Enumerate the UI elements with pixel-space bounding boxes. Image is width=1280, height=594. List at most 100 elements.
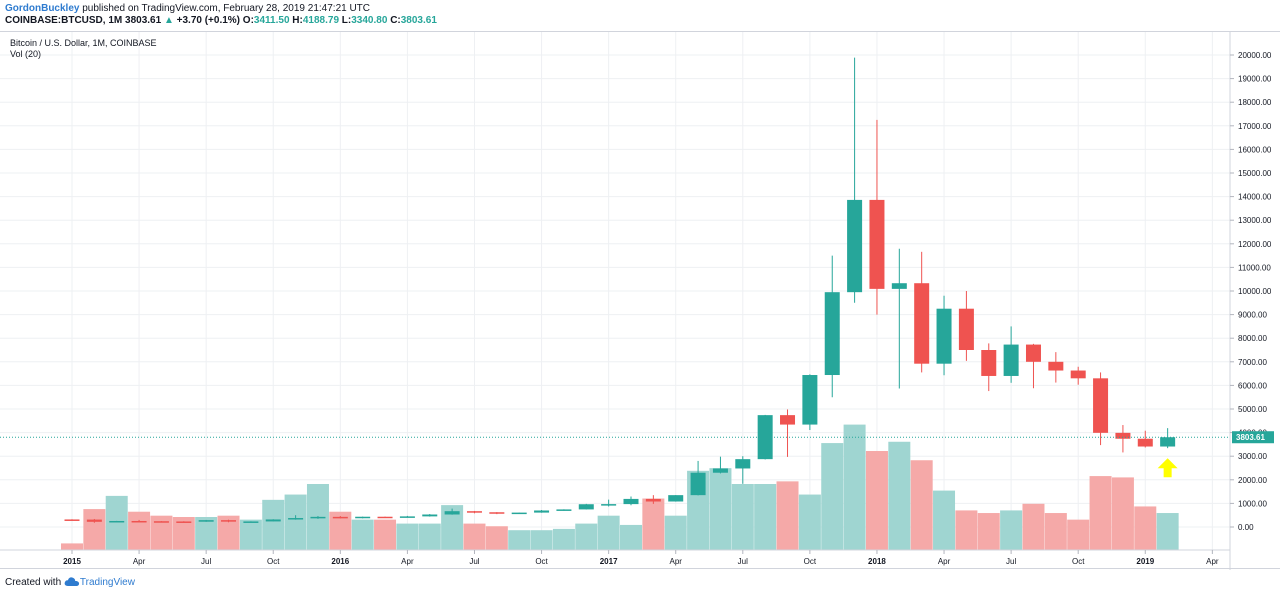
chart-frame[interactable]: 0.001000.002000.003000.004000.005000.006… — [0, 31, 1280, 570]
volume-bar — [172, 517, 195, 550]
candle-body — [1025, 344, 1041, 362]
volume-bar — [418, 523, 441, 550]
volume-bar — [374, 519, 397, 550]
candle-body — [377, 516, 393, 519]
footer: Created with TradingView — [5, 576, 135, 591]
candle-body — [332, 516, 348, 519]
change-up-icon: ▲ — [163, 15, 174, 26]
candle-body — [131, 520, 147, 523]
volume-bar — [83, 509, 106, 550]
candle-body — [623, 498, 639, 505]
volume-bar — [61, 543, 83, 550]
x-tick-label: Jul — [201, 557, 211, 566]
candle-body — [735, 459, 751, 469]
volume-bar — [776, 481, 799, 550]
y-tick-label: 9000.00 — [1238, 311, 1267, 320]
volume-bar — [239, 519, 262, 550]
candle-body — [645, 498, 661, 502]
volume-bar — [105, 495, 128, 550]
candle-body — [489, 512, 505, 514]
tradingview-link[interactable]: TradingView — [79, 577, 135, 588]
candle-body — [1115, 432, 1131, 439]
candle-body — [355, 516, 371, 519]
volume-bar — [284, 494, 307, 550]
y-tick-label: 5000.00 — [1238, 405, 1267, 414]
x-tick-label: Apr — [669, 557, 682, 566]
candle-body — [891, 283, 907, 289]
low-label: L: — [341, 15, 352, 26]
y-tick-label: 6000.00 — [1238, 381, 1267, 390]
volume-bar — [709, 468, 732, 550]
x-tick-label: Apr — [938, 557, 951, 566]
volume-bar — [1089, 476, 1112, 550]
candle-body — [802, 375, 818, 425]
x-tick-label: Oct — [267, 557, 280, 566]
candle-body — [198, 520, 214, 522]
x-tick-label: 2018 — [868, 557, 886, 566]
candle-body — [399, 516, 415, 518]
candle-body — [1070, 370, 1086, 379]
y-tick-label: 3000.00 — [1238, 452, 1267, 461]
tradingview-cloud-icon[interactable] — [64, 576, 80, 591]
x-tick-label: 2019 — [1136, 557, 1154, 566]
ohlc-summary: COINBASE:BTCUSD, 1M 3803.61 ▲ +3.70 (+0.… — [5, 15, 437, 27]
candle-body — [1137, 438, 1153, 447]
y-tick-label: 15000.00 — [1238, 169, 1272, 178]
x-tick-label: Apr — [401, 557, 414, 566]
candle-body — [780, 415, 796, 425]
symbol-label: COINBASE:BTCUSD, 1M — [5, 15, 123, 26]
volume-bar — [329, 511, 352, 550]
price-chart[interactable]: 0.001000.002000.003000.004000.005000.006… — [0, 32, 1280, 570]
volume-bar — [731, 484, 754, 550]
candle-body — [466, 511, 482, 513]
volume-bar — [463, 523, 486, 550]
volume-bar — [150, 515, 173, 550]
candle-body — [109, 520, 125, 523]
annotation-arrow-icon — [1157, 458, 1178, 478]
volume-bar — [955, 510, 978, 550]
y-tick-label: 13000.00 — [1238, 216, 1272, 225]
y-tick-label: 19000.00 — [1238, 75, 1272, 84]
volume-bar — [351, 519, 374, 550]
volume-bar — [664, 515, 687, 550]
y-tick-label: 20000.00 — [1238, 51, 1272, 60]
candle-body — [981, 350, 997, 376]
volume-bar — [821, 443, 844, 550]
high-value: 4188.79 — [302, 15, 340, 26]
candle-body — [534, 510, 550, 513]
volume-bar — [1156, 513, 1179, 550]
publish-info: GordonBuckley published on TradingView.c… — [5, 3, 370, 15]
candle-body — [914, 283, 930, 364]
volume-bar — [597, 515, 620, 550]
series-title: Bitcoin / U.S. Dollar, 1M, COINBASE — [10, 38, 157, 48]
open-value: 3411.50 — [253, 15, 290, 26]
chart-legend: Bitcoin / U.S. Dollar, 1M, COINBASE Vol … — [10, 38, 157, 60]
volume-bar — [1111, 477, 1134, 550]
volume-bar — [1000, 510, 1023, 550]
y-tick-label: 0.00 — [1238, 523, 1254, 532]
volume-bar — [888, 441, 911, 550]
x-tick-label: Apr — [133, 557, 146, 566]
y-tick-label: 7000.00 — [1238, 358, 1267, 367]
x-tick-label: Apr — [1206, 557, 1219, 566]
candle-body — [444, 511, 460, 515]
y-tick-label: 14000.00 — [1238, 193, 1272, 202]
candle-body — [1160, 437, 1176, 447]
x-tick-label: 2016 — [331, 557, 349, 566]
volume-bar — [642, 498, 665, 550]
volume-bar — [1067, 519, 1090, 550]
candle-body — [958, 308, 974, 350]
candle-body — [422, 514, 438, 517]
candle-body — [86, 519, 102, 522]
volume-bar — [620, 524, 642, 550]
volume-bar — [441, 505, 464, 550]
volume-bar — [977, 513, 1000, 550]
y-tick-label: 18000.00 — [1238, 98, 1272, 107]
author-link[interactable]: GordonBuckley — [5, 3, 80, 14]
candle-body — [668, 495, 684, 502]
y-tick-label: 1000.00 — [1238, 499, 1267, 508]
volume-bar — [1044, 513, 1067, 550]
y-tick-label: 10000.00 — [1238, 287, 1272, 296]
volume-bar — [552, 528, 575, 550]
volume-bar — [910, 460, 933, 550]
